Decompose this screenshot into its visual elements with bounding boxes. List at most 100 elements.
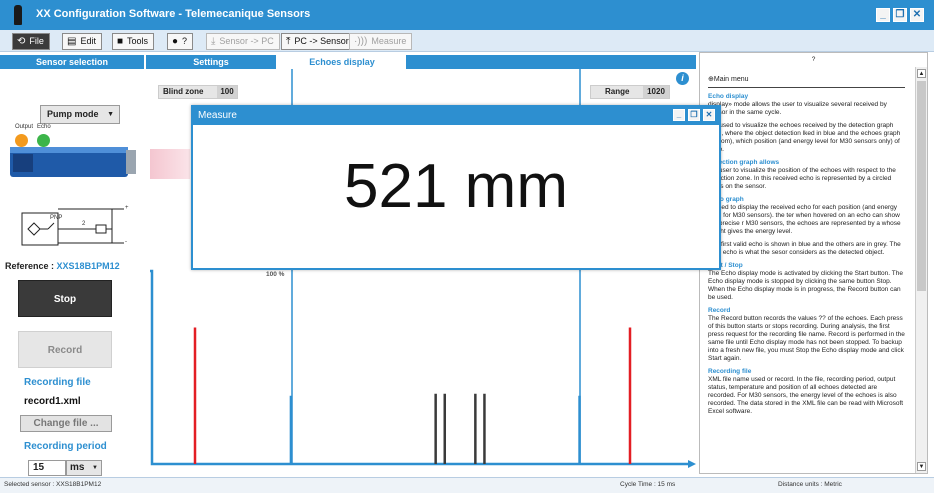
close-icon[interactable]: ✕ (703, 109, 715, 121)
status-bar: Selected sensor : XXS18B1PM12 Cycle Time… (0, 477, 934, 493)
toolbar: ⟲ File ▤ Edit ■ Tools ●? ⤓ Sensor -> PC ⤒ PC … (0, 30, 934, 52)
blind-zone-value: 100 (217, 86, 237, 98)
period-input[interactable]: 15 (28, 460, 66, 476)
blind-zone: Blind zone 100 (158, 85, 238, 99)
output-label: Output (15, 124, 34, 130)
blind-zone-label: Blind zone (163, 87, 204, 96)
upload-icon: ⤒ (286, 36, 291, 47)
range: Range 1020 (590, 85, 670, 99)
mode-select[interactable]: Pump mode ▼ (40, 105, 120, 124)
sensor-to-pc-button[interactable]: ⤓ Sensor -> PC (206, 33, 280, 50)
restore-icon[interactable]: ❐ (893, 8, 907, 22)
signal-icon: ·))) (354, 36, 368, 47)
toolbox-icon: ■ (117, 36, 124, 47)
scroll-down-icon[interactable]: ▼ (917, 462, 926, 471)
tools-button[interactable]: ■ Tools (112, 33, 155, 50)
edit-icon: ▤ (67, 36, 77, 47)
recording-file-label: Recording file (24, 377, 91, 388)
edit-label: Edit (80, 36, 96, 46)
wiring-diagram (21, 208, 124, 246)
beam (150, 149, 190, 179)
distance-units-status: Distance units : Metric (778, 481, 842, 488)
main-menu-link[interactable]: ⊕Main menu (708, 75, 905, 88)
wire-number: 2 (82, 221, 86, 227)
tools-label: Tools (127, 36, 149, 46)
percent-label: 100 % (266, 271, 285, 278)
tab-separator (276, 55, 278, 69)
reference-value: XXS18B1PM12 (56, 261, 120, 271)
file-label: File (29, 36, 44, 46)
main-menu-label: Main menu (713, 76, 749, 83)
measure-button[interactable]: ·))) Measure (349, 33, 413, 50)
x-axis-arrow (688, 460, 696, 468)
measure-dialog-header: Measure _ ❐ ✕ (193, 107, 719, 125)
tab-sensor-selection[interactable]: Sensor selection (35, 57, 109, 67)
help-title: ? (811, 56, 816, 63)
echo-indicator (37, 134, 50, 147)
sensor-to-pc-label: Sensor -> PC (219, 36, 274, 46)
minimize-icon[interactable]: _ (876, 8, 890, 22)
change-file-button[interactable]: Change file ... (20, 415, 112, 432)
tab-separator (144, 55, 146, 69)
help-heading: Detection graph allows (708, 159, 780, 166)
scroll-up-icon[interactable]: ▲ (917, 69, 926, 78)
help-heading: Echo graph (708, 196, 744, 203)
help-paragraph: is used to display the received echo for… (708, 204, 901, 235)
help-heading: Echo display (708, 93, 749, 100)
tab-echoes-display[interactable]: Echoes display (278, 55, 406, 69)
info-icon[interactable]: i (676, 72, 689, 85)
tab-bar: Sensor selection Settings Echoes display (0, 55, 696, 69)
edit-button[interactable]: ▤ Edit (62, 33, 102, 50)
chevron-down-icon: ▼ (107, 111, 114, 118)
pc-to-sensor-label: PC -> Sensor (294, 36, 349, 46)
help-pane: ? ⊕Main menu Echo display display» mode a… (699, 52, 928, 474)
menu-icon: ⊕ (708, 76, 714, 83)
stop-button[interactable]: Stop (18, 280, 112, 317)
help-content: ⊕Main menu Echo display display» mode all… (700, 63, 915, 416)
help-heading: Recording file (708, 368, 752, 375)
output-indicator (15, 134, 28, 147)
measure-value: 521 mm (344, 152, 568, 221)
cycle-time-status: Cycle Time : 15 ms (620, 481, 676, 488)
window-title: XX Configuration Software - Telemecaniqu… (36, 8, 311, 20)
wire-plus: + (125, 205, 129, 211)
range-label: Range (605, 87, 630, 96)
pnp-label: PNP (50, 215, 63, 221)
reference: Reference : XXS18B1PM12 (5, 261, 120, 271)
help-paragraph: display» mode allows the user to visuali… (708, 101, 887, 116)
help-heading: Start / Stop (708, 262, 743, 269)
restore-icon[interactable]: ❐ (688, 109, 700, 121)
help-paragraph: XML file name used or record. In the fil… (708, 376, 904, 415)
range-value: 1020 (643, 86, 669, 98)
file-icon: ⟲ (17, 36, 26, 47)
help-sections: Echo display display» mode allows the use… (708, 93, 905, 416)
minimize-icon[interactable]: _ (673, 109, 685, 121)
record-button[interactable]: Record (18, 331, 112, 368)
mode-value: Pump mode (47, 109, 99, 119)
help-paragraph: The Echo display mode is activated by cl… (708, 270, 903, 301)
title-bar: XX Configuration Software - Telemecaniqu… (0, 0, 934, 30)
download-icon: ⤓ (211, 36, 216, 47)
scroll-thumb[interactable] (917, 81, 926, 291)
chevron-down-icon: ▼ (92, 465, 98, 471)
tab-settings[interactable]: Settings (193, 57, 229, 67)
period-unit-value: ms (70, 462, 85, 473)
reference-label: Reference : (5, 261, 55, 271)
help-paragraph: The first valid echo is shown in blue an… (708, 241, 901, 256)
measure-dialog: Measure _ ❐ ✕ 521 mm (191, 105, 721, 270)
pc-to-sensor-button[interactable]: ⤒ PC -> Sensor (281, 33, 355, 50)
help-scrollbar[interactable]: ▲ ▼ (915, 67, 927, 473)
selected-sensor-status: Selected sensor : XXS18B1PM12 (4, 481, 102, 488)
file-button[interactable]: ⟲ File (12, 33, 50, 50)
chart-axes (150, 269, 690, 466)
echo-label: Echo (37, 124, 51, 130)
help-paragraph: the user to visualize the position of th… (708, 167, 896, 190)
close-icon[interactable]: ✕ (910, 8, 924, 22)
recording-file-value: record1.xml (24, 396, 81, 407)
help-icon: ● (172, 36, 179, 47)
help-button[interactable]: ●? (167, 33, 194, 50)
sensor-illustration (10, 147, 136, 177)
wire-minus: - (125, 239, 127, 245)
help-paragraph: The Record button records the values ?? … (708, 315, 905, 362)
period-unit-select[interactable]: ms ▼ (66, 460, 102, 476)
